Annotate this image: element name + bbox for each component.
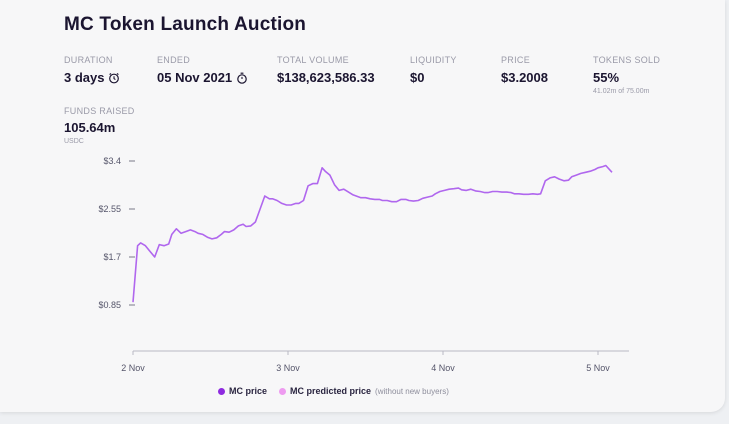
page-title: MC Token Launch Auction (64, 14, 307, 35)
stopwatch-icon (237, 72, 247, 84)
stat-label: LIQUIDITY (410, 55, 457, 65)
stat-price: PRICE $3.2008 (501, 55, 548, 85)
stat-value: 55% (593, 70, 620, 85)
legend-item-mc-predicted[interactable]: MC predicted price (without new buyers) (279, 386, 449, 396)
price-chart: $0.85 $1.7 $2.55 $3.4 2 Nov 3 Nov 4 Nov 5 Nov (98, 156, 629, 373)
stat-label: TOKENS SOLD (593, 55, 661, 65)
series-line-mc-price (132, 164, 613, 303)
stat-ended: ENDED 05 Nov 2021 (157, 55, 248, 85)
legend-label: MC predicted price (290, 386, 372, 396)
alarm-clock-icon (109, 72, 120, 83)
stat-liquidity: LIQUIDITY $0 (410, 55, 457, 85)
x-tick-label: 5 Nov (586, 363, 610, 373)
stat-value: $3.2008 (501, 70, 548, 85)
legend-label: MC price (229, 386, 268, 396)
x-tick-label: 3 Nov (276, 363, 300, 373)
legend-dot (279, 387, 287, 395)
stat-label: PRICE (501, 55, 531, 65)
stat-value: $0 (410, 70, 425, 85)
stat-label: FUNDS RAISED (64, 106, 135, 116)
stat-value: 3 days (64, 70, 120, 85)
stat-tokens-sold: TOKENS SOLD 55% 41.02m of 75.00m (593, 55, 660, 95)
y-tick-label: $0.85 (98, 300, 121, 310)
y-tick-label: $3.4 (103, 156, 121, 166)
y-tick-label: $2.55 (98, 204, 121, 214)
x-tick-label: 2 Nov (121, 363, 145, 373)
legend-dot (218, 387, 225, 395)
stat-value: $138,623,586.33 (277, 70, 375, 85)
chart-legend: MC price MC predicted price (without new… (218, 386, 449, 396)
legend-note: (without new buyers) (375, 386, 449, 396)
stat-label: DURATION (64, 55, 113, 65)
duration-value: 3 days (64, 70, 105, 85)
stat-funds-raised: FUNDS RAISED 105.64m USDC (64, 106, 135, 145)
legend-item-mc-price[interactable]: MC price (218, 386, 267, 396)
stat-total-volume: TOTAL VOLUME $138,623,586.33 (277, 55, 375, 85)
stat-sub: USDC (64, 138, 84, 145)
stat-value: 05 Nov 2021 (157, 70, 248, 85)
stat-label: ENDED (157, 55, 191, 65)
stat-sub: 41.02m of 75.00m (593, 88, 650, 95)
stat-label: TOTAL VOLUME (277, 55, 349, 65)
y-tick-label: $1.7 (103, 252, 121, 262)
ended-value: 05 Nov 2021 (157, 70, 233, 85)
auction-card: MC Token Launch Auction DURATION 3 days … (64, 14, 660, 396)
stat-duration: DURATION 3 days (64, 55, 120, 85)
x-tick-label: 4 Nov (431, 363, 455, 373)
stat-value: 105.64m (64, 120, 116, 135)
